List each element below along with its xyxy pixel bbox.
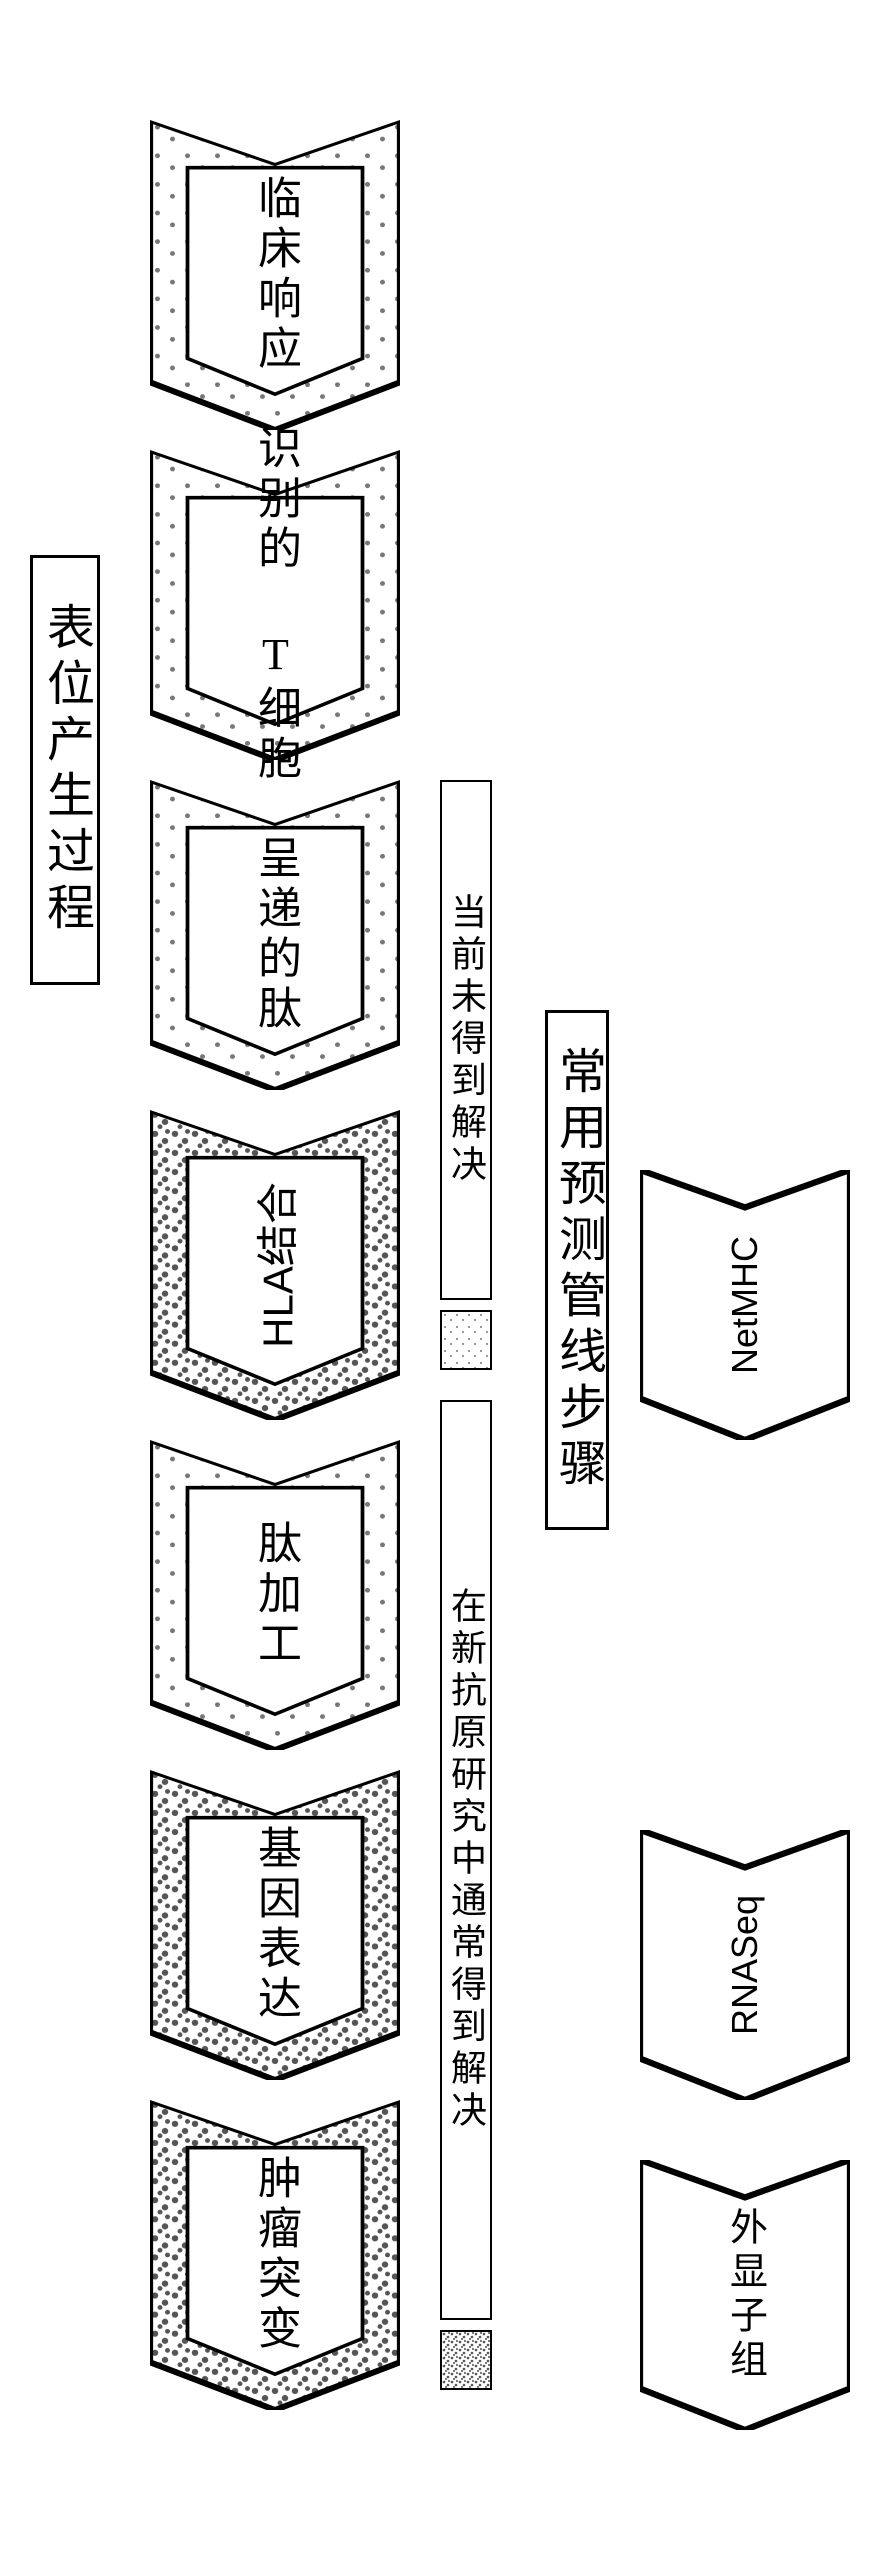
legend-solved-label: 在新抗原研究中通常得到解决 xyxy=(440,1587,492,2133)
title-pipeline-steps: 常用预测管线步骤 xyxy=(545,1010,609,1530)
process-step-5-label: 识别的 T细胞 xyxy=(243,425,307,785)
process-step-6: 临床响应 xyxy=(150,120,400,430)
process-step-6-label: 临床响应 xyxy=(243,175,307,375)
pipeline-step-2: NetMHC xyxy=(640,1170,850,1440)
process-step-1: 基因表达 xyxy=(150,1770,400,2080)
legend-swatch-solved xyxy=(440,2330,492,2390)
pipeline-step-1: RNASeq xyxy=(640,1830,850,2100)
pipeline-step-1-label: RNASeq xyxy=(724,1895,766,2035)
process-step-0-label: 肿瘤突变 xyxy=(243,2155,307,2355)
legend-solved-bar: 在新抗原研究中通常得到解决 xyxy=(440,1400,492,2320)
process-step-1-label: 基因表达 xyxy=(243,1825,307,2025)
process-step-3: HLA结合 xyxy=(150,1110,400,1420)
legend-swatch-unsolved xyxy=(440,1310,492,1370)
process-step-0: 肿瘤突变 xyxy=(150,2100,400,2410)
title-pipeline-steps-label: 常用预测管线步骤 xyxy=(542,1046,612,1494)
title-epitope-process-label: 表位产生过程 xyxy=(30,602,100,938)
process-step-5: 识别的 T细胞 xyxy=(150,450,400,760)
process-step-2-label: 肽加工 xyxy=(243,1520,307,1670)
pipeline-step-0-label: 外显子组 xyxy=(718,2207,773,2383)
pipeline-step-2-label: NetMHC xyxy=(724,1236,766,1374)
process-step-4-label: 呈递的肽 xyxy=(243,835,307,1035)
title-epitope-process: 表位产生过程 xyxy=(30,555,100,985)
process-step-4: 呈递的肽 xyxy=(150,780,400,1090)
pipeline-step-0: 外显子组 xyxy=(640,2160,850,2430)
legend-unsolved-bar: 当前未得到解决 xyxy=(440,780,492,1300)
legend-unsolved-label: 当前未得到解决 xyxy=(440,893,492,1187)
process-step-2: 肽加工 xyxy=(150,1440,400,1750)
process-step-3-label: HLA结合 xyxy=(245,1182,306,1348)
